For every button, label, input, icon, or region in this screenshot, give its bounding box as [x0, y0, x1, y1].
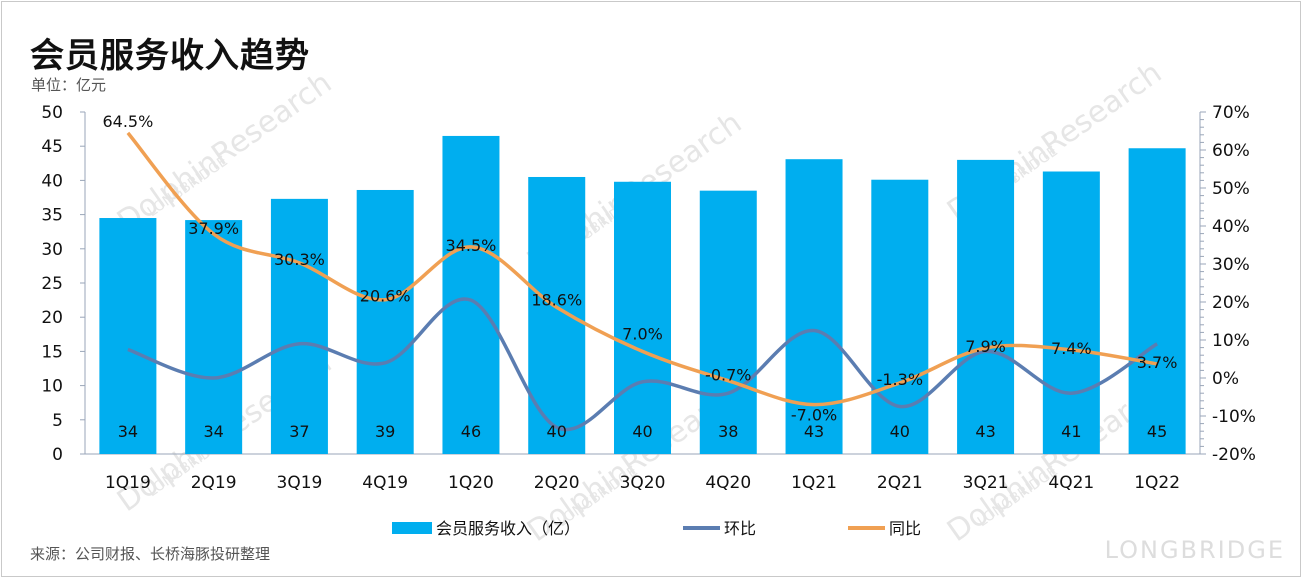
legend-swatch-bar: [392, 522, 432, 534]
y-left-tick-label: 10: [41, 377, 63, 397]
x-tick-label: 3Q19: [277, 473, 323, 493]
bar-member-revenue: [699, 190, 757, 454]
y-right-tick-label: 30%: [1212, 255, 1250, 275]
y-right-tick-label: -10%: [1212, 407, 1256, 427]
y-right-tick-label: 40%: [1212, 217, 1250, 237]
x-tick-label: 2Q21: [877, 473, 923, 493]
yoy-data-label: 7.4%: [1051, 339, 1092, 358]
bar-member-revenue: [356, 189, 414, 454]
watermark-logo-text: LONGBRIDGE: [1105, 536, 1285, 564]
x-tick-label: 3Q21: [963, 473, 1009, 493]
y-right-tick-label: -20%: [1212, 445, 1256, 465]
x-tick-label: 4Q21: [1048, 473, 1094, 493]
yoy-data-label: 30.3%: [274, 250, 325, 269]
y-right-tick-label: 0%: [1212, 369, 1239, 389]
x-tick-label: 3Q20: [620, 473, 666, 493]
bar-member-revenue: [270, 198, 328, 454]
bar-member-revenue: [614, 181, 671, 454]
yoy-data-label: -7.0%: [791, 406, 837, 425]
yoy-data-label: 3.7%: [1137, 353, 1178, 372]
bar-member-revenue: [957, 159, 1015, 454]
yoy-data-label: -0.7%: [705, 366, 751, 385]
yoy-data-label: 34.5%: [446, 236, 497, 255]
y-left-tick-label: 35: [41, 206, 63, 226]
legend-label-yoy: 同比: [889, 519, 921, 538]
bar-member-revenue: [871, 179, 929, 454]
y-right-tick-label: 50%: [1212, 179, 1250, 199]
x-tick-label: 1Q21: [791, 473, 837, 493]
x-tick-label: 2Q19: [191, 473, 237, 493]
x-tick-label: 1Q19: [105, 473, 151, 493]
source-note: 来源：公司财报、长桥海豚投研整理: [30, 545, 271, 563]
y-left-tick-label: 20: [41, 308, 63, 328]
bar-data-label: 41: [1061, 422, 1081, 441]
yoy-data-label: -1.3%: [877, 370, 923, 389]
y-left-tick-label: 45: [41, 137, 63, 157]
y-right-tick-label: 10%: [1212, 331, 1250, 351]
bar-member-revenue: [99, 218, 157, 454]
bar-member-revenue: [1042, 171, 1100, 454]
bar-data-label: 43: [975, 422, 995, 441]
y-right-tick-label: 60%: [1212, 141, 1250, 161]
bar-data-label: 38: [718, 422, 738, 441]
bar-data-label: 43: [804, 422, 824, 441]
x-tick-label: 2Q20: [534, 473, 580, 493]
legend-label-bar: 会员服务收入（亿）: [436, 519, 580, 538]
y-left-tick-label: 15: [41, 342, 63, 362]
bar-data-label: 37: [289, 422, 309, 441]
bar-member-revenue: [1128, 148, 1186, 454]
bar-data-label: 40: [547, 422, 567, 441]
bar-data-label: 34: [203, 422, 223, 441]
y-left-tick-label: 0: [52, 445, 63, 465]
line-yoy: [126, 131, 1158, 407]
bar-member-revenue: [185, 220, 243, 454]
x-tick-label: 1Q22: [1134, 473, 1180, 493]
bar-data-label: 40: [890, 422, 910, 441]
bar-member-revenue: [528, 176, 586, 455]
bar-data-label: 34: [118, 422, 138, 441]
y-left-tick-label: 30: [41, 240, 63, 260]
x-tick-label: 4Q20: [705, 473, 751, 493]
y-left-tick-label: 40: [41, 171, 63, 191]
bar-data-label: 39: [375, 422, 395, 441]
y-left-tick-label: 50: [41, 103, 63, 123]
yoy-data-label: 64.5%: [102, 112, 153, 131]
y-left-tick-label: 5: [52, 411, 63, 431]
legend-label-qoq: 环比: [724, 519, 756, 538]
y-right-tick-label: 20%: [1212, 293, 1250, 313]
x-tick-label: 4Q19: [362, 473, 408, 493]
y-right-tick-label: 70%: [1212, 103, 1250, 123]
bar-data-label: 40: [632, 422, 652, 441]
unit-label: 单位：亿元: [31, 76, 107, 94]
yoy-data-label: 20.6%: [360, 287, 411, 306]
chart-title: 会员服务收入趋势: [30, 36, 310, 76]
yoy-data-label: 7.0%: [622, 324, 663, 343]
x-tick-label: 1Q20: [448, 473, 494, 493]
y-left-tick-label: 25: [41, 274, 63, 294]
yoy-data-label: 37.9%: [188, 219, 239, 238]
line-qoq: [127, 297, 1159, 432]
bar-data-label: 46: [461, 422, 481, 441]
bar-member-revenue: [442, 135, 500, 454]
yoy-data-label: 7.9%: [965, 337, 1006, 356]
bar-data-label: 45: [1147, 422, 1167, 441]
yoy-data-label: 18.6%: [531, 290, 582, 309]
